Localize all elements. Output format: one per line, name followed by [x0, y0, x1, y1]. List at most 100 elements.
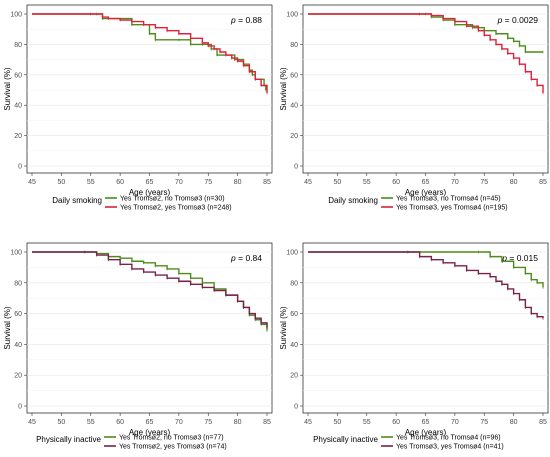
- y-tick-label: 0: [18, 404, 22, 411]
- panel-bottom-right: 0 20 40 60 80 100 45 50 55 60 65 70 75 80 85 Age (years…: [279, 242, 549, 451]
- x-tick-label: 75: [480, 179, 488, 186]
- panel-top-right: 0 20 40 60 80 100 45 50 55 60 65 70 75 80 85 Age (years…: [279, 4, 549, 212]
- y-axis-title: Survival (%): [3, 306, 12, 349]
- x-axis-title: Age (years): [405, 188, 447, 197]
- legend-title: Daily smoking: [52, 196, 102, 205]
- panel-border: [26, 242, 273, 414]
- y-tick-label: 80: [290, 280, 298, 287]
- y-axis-title: Survival (%): [279, 67, 288, 110]
- legend-label: Yes Tromsø2, no Tromsø3 (n=77): [119, 435, 224, 442]
- y-tick-label: 60: [14, 72, 22, 79]
- x-axis-title: Age (years): [129, 188, 171, 197]
- legend: Physically inactive Yes Tromsø3, no Troms…: [313, 435, 504, 451]
- y-axis-title: Survival (%): [279, 306, 288, 349]
- legend-title: Physically inactive: [36, 435, 101, 444]
- y-tick-label: 60: [14, 311, 22, 318]
- legend-label: Yes Tromsø3, yes Tromsø4 (n=195): [396, 205, 508, 212]
- legend-label: Yes Tromsø3, no Tromsø4 (n=96): [396, 435, 501, 442]
- p-value-label: p = 0.015: [501, 253, 538, 263]
- y-tick-label: 20: [290, 373, 298, 380]
- survival-curve-series-1: [308, 251, 544, 288]
- y-tick-label: 0: [294, 404, 298, 411]
- x-tick-label: 80: [510, 419, 518, 426]
- x-tick-label: 60: [392, 179, 400, 186]
- y-tick-label: 100: [286, 12, 298, 19]
- y-tick-label: 20: [14, 373, 22, 380]
- x-axis-title: Age (years): [405, 428, 447, 437]
- x-tick-label: 65: [146, 179, 154, 186]
- legend: Daily smoking Yes Tromsø2, no Tromsø3 (n=…: [52, 196, 231, 212]
- x-tick-label: 50: [333, 179, 341, 186]
- x-tick-label: 75: [204, 179, 212, 186]
- x-tick-label: 55: [363, 419, 371, 426]
- survival-curve-series-2: [308, 251, 544, 319]
- y-tick-label: 80: [14, 42, 22, 49]
- y-tick-label: 60: [290, 311, 298, 318]
- x-tick-label: 65: [146, 419, 154, 426]
- x-tick-label: 70: [451, 179, 459, 186]
- x-tick-label: 75: [480, 419, 488, 426]
- y-tick-label: 20: [14, 133, 22, 140]
- panel-bottom-left: 0 20 40 60 80 100 45 50 55 60 65 70 75 80 85 Age (years…: [3, 242, 273, 451]
- x-tick-label: 75: [204, 419, 212, 426]
- x-tick-label: 65: [422, 419, 430, 426]
- x-tick-label: 45: [28, 419, 36, 426]
- x-tick-label: 70: [175, 179, 183, 186]
- y-tick-label: 40: [14, 103, 22, 110]
- survival-curve-series-2: [32, 13, 268, 94]
- x-tick-label: 55: [363, 179, 371, 186]
- x-tick-label: 55: [87, 179, 95, 186]
- y-tick-label: 60: [290, 72, 298, 79]
- legend: Physically inactive Yes Tromsø2, no Troms…: [36, 435, 227, 451]
- x-tick-label: 50: [333, 419, 341, 426]
- x-tick-label: 60: [116, 179, 124, 186]
- legend-label: Yes Tromsø2, yes Tromsø3 (n=248): [120, 205, 232, 212]
- x-tick-label: 80: [510, 179, 518, 186]
- x-tick-label: 85: [539, 419, 547, 426]
- x-tick-label: 85: [263, 179, 271, 186]
- x-tick-label: 80: [234, 419, 242, 426]
- x-axis-title: Age (years): [129, 428, 171, 437]
- x-tick-label: 45: [28, 179, 36, 186]
- y-tick-label: 40: [290, 342, 298, 349]
- p-value-label: p = 0.0029: [497, 15, 539, 25]
- y-axis-title: Survival (%): [3, 67, 12, 110]
- x-tick-label: 55: [87, 419, 95, 426]
- legend-title: Physically inactive: [313, 435, 378, 444]
- p-value-label: p = 0.88: [230, 15, 262, 25]
- legend: Daily smoking Yes Tromsø3, no Tromsø4 (n=…: [328, 196, 507, 212]
- x-tick-label: 70: [175, 419, 183, 426]
- legend-label: Yes Tromsø2, yes Tromsø3 (n=74): [119, 444, 227, 451]
- panel-border: [302, 242, 549, 414]
- legend-label: Yes Tromsø3, no Tromsø4 (n=45): [396, 196, 501, 203]
- y-tick-label: 100: [286, 250, 298, 257]
- x-tick-label: 85: [539, 179, 547, 186]
- x-tick-label: 80: [234, 179, 242, 186]
- y-tick-label: 100: [10, 250, 22, 257]
- y-tick-label: 100: [10, 12, 22, 19]
- y-tick-label: 0: [18, 164, 22, 171]
- x-tick-label: 45: [304, 419, 312, 426]
- x-tick-label: 60: [116, 419, 124, 426]
- x-tick-label: 85: [263, 419, 271, 426]
- x-tick-label: 65: [422, 179, 430, 186]
- y-tick-label: 0: [294, 164, 298, 171]
- x-tick-label: 60: [392, 419, 400, 426]
- legend-label: Yes Tromsø2, no Tromsø3 (n=30): [120, 196, 225, 203]
- x-tick-label: 45: [304, 179, 312, 186]
- x-tick-label: 70: [451, 419, 459, 426]
- panel-border: [302, 4, 549, 174]
- p-value-label: p = 0.84: [230, 253, 262, 263]
- panel-top-left: 0 20 40 60 80 100 45 50 55 60 65 70 75 80 85 Age (years…: [3, 4, 273, 212]
- y-tick-label: 80: [290, 42, 298, 49]
- y-tick-label: 80: [14, 280, 22, 287]
- y-tick-label: 40: [290, 103, 298, 110]
- survival-curve-series-2: [308, 13, 544, 94]
- y-tick-label: 40: [14, 342, 22, 349]
- legend-title: Daily smoking: [328, 196, 378, 205]
- legend-label: Yes Tromsø3, yes Tromsø4 (n=41): [396, 444, 504, 451]
- y-tick-label: 20: [290, 133, 298, 140]
- x-tick-label: 50: [57, 179, 65, 186]
- x-tick-label: 50: [57, 419, 65, 426]
